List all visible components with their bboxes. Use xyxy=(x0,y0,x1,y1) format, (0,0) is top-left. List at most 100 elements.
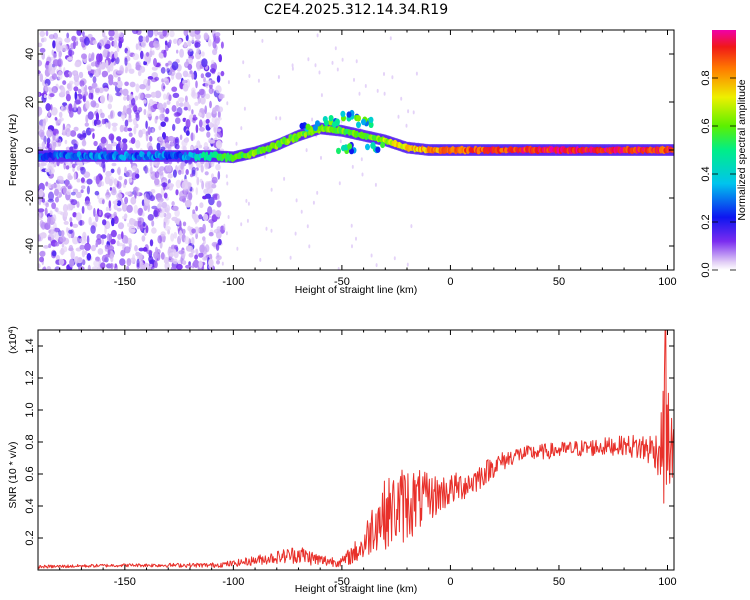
noise-speckle xyxy=(116,181,122,189)
noise-speckle xyxy=(93,140,98,147)
noise-speckle xyxy=(133,204,138,214)
noise-speckle xyxy=(174,138,179,143)
snr-xtick-label: 50 xyxy=(553,576,565,588)
spectrogram-xlabel: Height of straight line (km) xyxy=(295,284,418,296)
noise-speckle xyxy=(216,260,220,265)
noise-speckle xyxy=(45,202,49,208)
noise-speckle xyxy=(70,191,76,196)
noise-speckle xyxy=(217,106,224,113)
noise-speckle xyxy=(126,204,133,213)
noise-speckle xyxy=(84,200,91,207)
colorbar-tick-label: 0.4 xyxy=(700,166,712,181)
noise-speckle xyxy=(355,236,357,241)
noise-speckle xyxy=(215,128,222,132)
noise-speckle xyxy=(84,122,90,127)
noise-speckle xyxy=(118,176,123,181)
noise-speckle xyxy=(38,70,41,75)
noise-speckle xyxy=(110,238,116,245)
noise-speckle xyxy=(225,174,228,179)
noise-speckle xyxy=(130,95,133,100)
noise-speckle xyxy=(152,50,155,56)
noise-speckle xyxy=(77,88,82,94)
noise-speckle xyxy=(49,210,53,216)
noise-speckle xyxy=(110,262,114,270)
noise-speckle xyxy=(307,57,310,62)
noise-speckle xyxy=(223,226,226,231)
noise-speckle xyxy=(216,200,222,208)
noise-speckle xyxy=(149,50,153,58)
noise-speckle xyxy=(157,197,164,203)
noise-speckle xyxy=(69,217,73,223)
noise-speckle xyxy=(203,188,208,194)
noise-speckle xyxy=(142,36,146,42)
noise-speckle xyxy=(44,83,49,92)
noise-speckle xyxy=(139,84,146,90)
noise-speckle xyxy=(204,93,211,100)
noise-speckle xyxy=(46,129,53,138)
noise-speckle xyxy=(61,243,65,248)
noise-speckle xyxy=(38,263,41,269)
ridge-branch xyxy=(380,141,386,149)
noise-speckle xyxy=(149,135,153,142)
noise-speckle xyxy=(178,102,184,107)
noise-speckle xyxy=(95,119,101,125)
noise-speckle xyxy=(176,100,180,107)
noise-speckle xyxy=(164,204,171,213)
noise-speckle xyxy=(170,266,177,270)
noise-speckle xyxy=(67,204,74,210)
noise-speckle xyxy=(194,30,201,35)
noise-speckle xyxy=(104,175,111,185)
noise-speckle xyxy=(318,70,321,75)
noise-speckle xyxy=(360,157,363,162)
noise-speckle xyxy=(74,71,78,78)
noise-speckle xyxy=(118,40,123,49)
noise-speckle xyxy=(283,176,286,181)
noise-speckle xyxy=(163,77,168,82)
noise-speckle xyxy=(48,243,52,249)
noise-speckle xyxy=(96,233,102,241)
noise-speckle xyxy=(84,84,88,92)
noise-speckle xyxy=(48,165,53,175)
noise-speckle xyxy=(171,248,177,254)
noise-speckle xyxy=(305,148,308,153)
noise-speckle xyxy=(105,59,109,69)
noise-speckle xyxy=(107,233,110,242)
noise-speckle xyxy=(236,246,239,251)
noise-speckle xyxy=(52,214,57,223)
noise-speckle xyxy=(62,123,66,131)
noise-speckle xyxy=(46,266,52,270)
noise-speckle xyxy=(160,231,166,237)
noise-speckle xyxy=(134,95,139,101)
noise-speckle xyxy=(97,248,104,255)
noise-speckle xyxy=(149,263,153,268)
noise-speckle xyxy=(164,40,168,46)
noise-speckle xyxy=(182,260,187,265)
noise-speckle xyxy=(144,93,152,98)
noise-speckle xyxy=(114,263,118,269)
spectrogram-ytick-label: 0 xyxy=(24,147,36,153)
noise-speckle xyxy=(102,49,108,58)
noise-speckle xyxy=(187,40,192,47)
colorbar-label: Normalized spectral amplitude xyxy=(736,79,748,220)
noise-speckle xyxy=(191,87,196,94)
noise-speckle xyxy=(39,47,46,53)
noise-speckle xyxy=(200,73,205,79)
noise-speckle xyxy=(41,51,45,60)
noise-speckle xyxy=(48,34,55,40)
noise-speckle xyxy=(54,116,58,121)
noise-speckle xyxy=(55,196,59,203)
noise-speckle xyxy=(72,212,77,218)
noise-speckle xyxy=(156,142,161,151)
ridge-branch xyxy=(356,115,361,122)
noise-speckle xyxy=(205,80,209,89)
noise-speckle xyxy=(178,38,182,45)
noise-speckle xyxy=(99,174,103,181)
noise-speckle xyxy=(81,205,85,214)
noise-speckle xyxy=(52,40,56,49)
noise-speckle xyxy=(38,213,42,219)
noise-speckle xyxy=(94,86,101,95)
noise-speckle xyxy=(127,127,133,132)
noise-speckle xyxy=(184,61,189,67)
noise-speckle xyxy=(86,252,92,261)
noise-speckle xyxy=(105,122,109,128)
